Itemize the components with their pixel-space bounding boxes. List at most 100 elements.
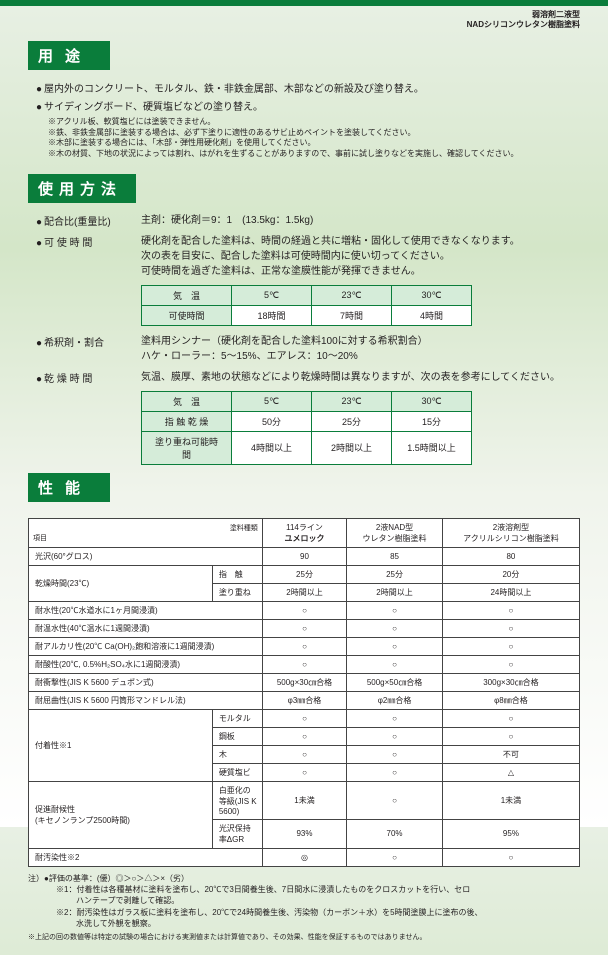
perf-cell: 90 (262, 547, 346, 565)
perf-row-sublabel: 光沢保持率ΔGR (212, 819, 262, 848)
perf-cell: ○ (347, 709, 443, 727)
top-green-bar (0, 0, 608, 6)
foot-bottom: ※上記の回の数値等は特定の試験の場合における実測値または計算値であり、その効果、… (28, 933, 580, 943)
dry-r2-0: 塗り重ね可能時間 (142, 431, 232, 464)
perf-cell: ○ (262, 619, 346, 637)
use-bullets: 屋内外のコンクリート、モルタル、鉄・非鉄金属部、木部などの新設及び塗り替え。 サ… (36, 80, 580, 113)
perf-h-c3a: 2液溶剤型 (493, 523, 529, 532)
foot-eval: 注）●評価の基準：(優）◎＞○＞△＞×（劣） (28, 873, 580, 884)
dry-r1-1: 50分 (232, 411, 312, 431)
product-type-l1: 弱溶剤二液型 (532, 10, 580, 19)
perf-cell: ○ (347, 637, 443, 655)
perf-cell: 20分 (442, 565, 579, 583)
perf-row: 耐酸性(20℃, 0.5%H₂SO₄水に1週間浸漬)○○○ (29, 655, 580, 673)
pot-h2: 23℃ (312, 285, 392, 305)
perf-row-sublabel: モルタル (212, 709, 262, 727)
perf-cell: ○ (262, 601, 346, 619)
perf-cell: ○ (347, 601, 443, 619)
perf-cell: ○ (347, 745, 443, 763)
ratio-row: 配合比(重量比) 主剤：硬化剤＝9：1 (13.5kg：1.5kg) (36, 213, 580, 228)
perf-row-sublabel: 白亜化の等級(JIS K 5600) (212, 781, 262, 819)
dry-h2: 23℃ (312, 391, 392, 411)
performance-footnotes: 注）●評価の基準：(優）◎＞○＞△＞×（劣） ※1：付着性は各種基材に塗料を塗布… (28, 873, 580, 943)
perf-cell: ○ (347, 848, 443, 866)
foot-2b: 水洗して外観を観察。 (76, 918, 580, 929)
perf-row-label: 耐衝撃性(JIS K 5600 デュポン式) (29, 673, 263, 691)
section-perf-header: 性能 (28, 473, 110, 502)
dry-r2-2: 2時間以上 (312, 431, 392, 464)
use-note: 鉄、非鉄金属部に塗装する場合は、必ず下塗りに適性のあるサビ止めペイントを塗装して… (48, 128, 580, 139)
perf-cell: ○ (442, 601, 579, 619)
section-method-header: 使用方法 (28, 174, 136, 203)
perf-cell: ○ (442, 637, 579, 655)
perf-cell: φ3㎜合格 (262, 691, 346, 709)
perf-cell: ○ (347, 727, 443, 745)
perf-cell: 80 (442, 547, 579, 565)
perf-cell: 2時間以上 (347, 583, 443, 601)
perf-row-label: 光沢(60°グロス) (29, 547, 263, 565)
perf-row: 耐汚染性※2◎○○ (29, 848, 580, 866)
perf-cell: 不可 (442, 745, 579, 763)
perf-cell: ○ (442, 619, 579, 637)
perf-row: 耐水性(20℃水道水に1ヶ月間浸漬)○○○ (29, 601, 580, 619)
perf-cell: ○ (262, 637, 346, 655)
perf-row: 促進耐候性(キセノンランプ2500時間)白亜化の等級(JIS K 5600)1未… (29, 781, 580, 819)
dry-row: 乾 燥 時 間 気温、膜厚、素地の状態などにより乾燥時間は異なりますが、次の表を… (36, 370, 580, 385)
perf-cell: ○ (347, 763, 443, 781)
perf-h-c1a: 114ライン (286, 523, 323, 532)
use-bullet: サイディングボード、硬質塩ビなどの塗り替え。 (36, 98, 580, 113)
perf-cell: ◎ (262, 848, 346, 866)
thinner-v1: 塗料用シンナー（硬化剤を配合した塗料100に対する希釈割合） (141, 336, 428, 347)
dry-h0: 気 温 (142, 391, 232, 411)
dry-r1-3: 15分 (392, 411, 472, 431)
perf-cell: ○ (442, 709, 579, 727)
dry-label: 乾 燥 時 間 (36, 370, 141, 385)
foot-2a: ※2：耐汚染性はガラス板に塗料を塗布し、20℃で24時間養生後、汚染物（カーボン… (56, 907, 580, 918)
perf-cell: 300g×30㎝合格 (442, 673, 579, 691)
perf-cell: 25分 (347, 565, 443, 583)
section-use-header: 用途 (28, 41, 110, 70)
perf-row: 耐屈曲性(JIS K 5600 円筒形マンドレル法)φ3㎜合格φ2㎜合格φ8㎜合… (29, 691, 580, 709)
perf-cell: ○ (262, 763, 346, 781)
pot-r3: 4時間 (392, 305, 472, 325)
pot-text: 硬化剤を配合した塗料は、時間の経過と共に増粘・固化して使用できなくなります。 次… (141, 234, 580, 279)
perf-row-label: 耐水性(20℃水道水に1ヶ月間浸漬) (29, 601, 263, 619)
perf-cell: 1未満 (442, 781, 579, 819)
perf-h-c1: 114ラインユメロック (262, 518, 346, 547)
perf-row: 光沢(60°グロス)908580 (29, 547, 580, 565)
perf-row-sublabel: 塗り重ね (212, 583, 262, 601)
perf-row-sublabel: 木 (212, 745, 262, 763)
dry-h1: 5℃ (232, 391, 312, 411)
perf-h-item-lab: 項目 (33, 533, 258, 543)
thinner-label: 希釈剤・割合 (36, 334, 141, 364)
perf-cell: ○ (347, 619, 443, 637)
use-notes: アクリル板、軟質塩ビには塗装できません。 鉄、非鉄金属部に塗装する場合は、必ず下… (48, 117, 580, 160)
perf-h-c3b: アクリルシリコン樹脂塗料 (463, 534, 559, 543)
perf-cell: φ8㎜合格 (442, 691, 579, 709)
dry-r2-1: 4時間以上 (232, 431, 312, 464)
perf-cell: 500g×50㎝合格 (347, 673, 443, 691)
perf-cell: 500g×30㎝合格 (262, 673, 346, 691)
dry-h3: 30℃ (392, 391, 472, 411)
pot-h3: 30℃ (392, 285, 472, 305)
perf-cell: 85 (347, 547, 443, 565)
perf-row: 耐衝撃性(JIS K 5600 デュポン式)500g×30㎝合格500g×50㎝… (29, 673, 580, 691)
perf-cell: φ2㎜合格 (347, 691, 443, 709)
performance-table: 塗料種類 項目 114ラインユメロック 2液NAD型ウレタン樹脂塗料 2液溶剤型… (28, 518, 580, 867)
use-note: 木部に塗装する場合には、「木部・弾性用硬化剤」を使用してください。 (48, 138, 580, 149)
perf-row: 付着性※1モルタル○○○ (29, 709, 580, 727)
perf-cell: ○ (442, 655, 579, 673)
dry-value: 気温、膜厚、素地の状態などにより乾燥時間は異なりますが、次の表を参考にしてくださ… (141, 370, 580, 385)
perf-h-type: 塗料種類 (33, 523, 258, 533)
perf-row-sublabel: 指 触 (212, 565, 262, 583)
thinner-value: 塗料用シンナー（硬化剤を配合した塗料100に対する希釈割合） ハケ・ローラー：5… (141, 334, 580, 364)
perf-h-c2: 2液NAD型ウレタン樹脂塗料 (347, 518, 443, 547)
thinner-v2: ハケ・ローラー：5～15%、エアレス：10～20% (141, 351, 358, 362)
perf-row-sublabel: 鋼板 (212, 727, 262, 745)
perf-h-item: 塗料種類 項目 (29, 518, 263, 547)
perf-cell: ○ (347, 655, 443, 673)
thinner-row: 希釈剤・割合 塗料用シンナー（硬化剤を配合した塗料100に対する希釈割合） ハケ… (36, 334, 580, 364)
pot-r0: 可使時間 (142, 305, 232, 325)
ratio-label: 配合比(重量比) (36, 213, 141, 228)
product-type: 弱溶剤二液型 NADシリコンウレタン樹脂塗料 (28, 10, 580, 31)
